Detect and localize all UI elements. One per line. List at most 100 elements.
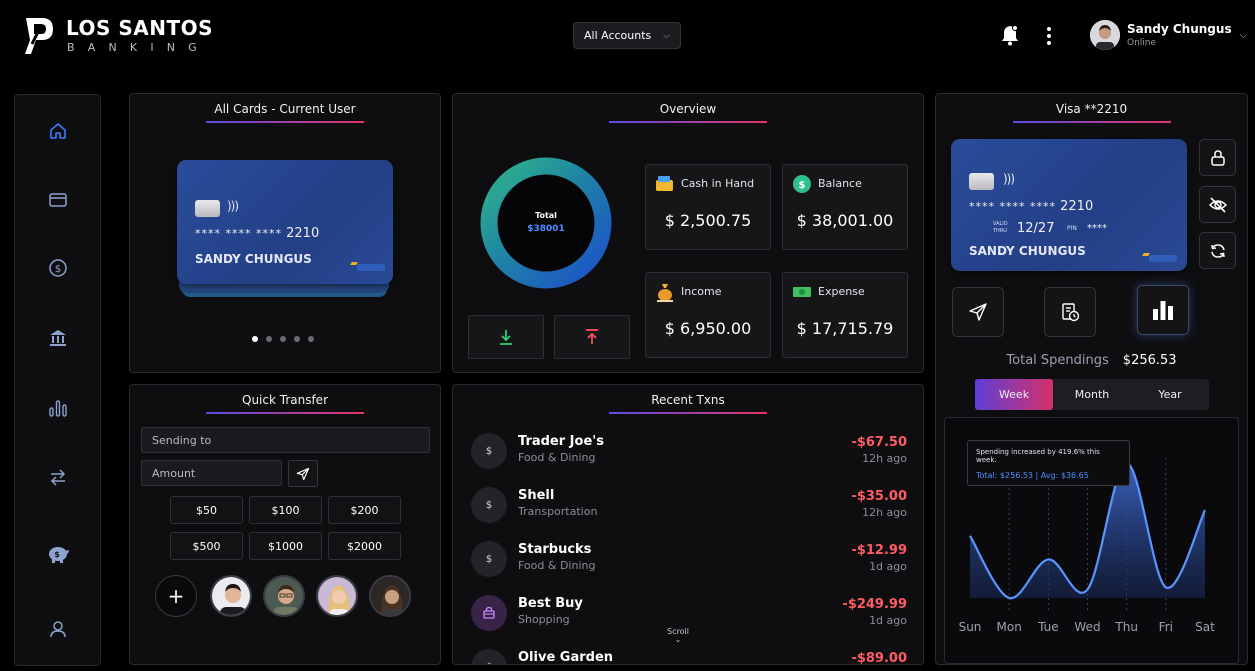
txn-category: Food & Dining — [518, 559, 596, 572]
brand-logo[interactable]: LOS SANTOS BANKING — [22, 14, 222, 58]
svg-text:$: $ — [799, 180, 806, 191]
bar-chart-icon — [1153, 301, 1173, 320]
card-number-last4: 2210 — [286, 226, 320, 241]
stat-label: Expense — [818, 285, 865, 298]
user-menu[interactable]: Sandy Chungus Online ⌵ — [1090, 20, 1247, 50]
contact-avatar[interactable] — [263, 575, 305, 617]
stat-income[interactable]: Income $ 6,950.00 — [645, 272, 771, 358]
tooltip-line-1: Spending increased by 419.6% this week. — [976, 448, 1100, 464]
account-select[interactable]: All Accounts ⌵ — [573, 22, 681, 49]
amount-200-button[interactable]: $200 — [328, 496, 401, 524]
bar-chart-icon[interactable] — [46, 396, 70, 420]
carousel-dot[interactable] — [266, 336, 272, 342]
money-bag-icon: $ — [793, 175, 811, 193]
lock-card-button[interactable] — [1199, 139, 1236, 176]
chart-tooltip: Spending increased by 419.6% this week. … — [967, 440, 1130, 486]
txn-amount: -$35.00 — [851, 489, 907, 504]
spending-area — [970, 462, 1205, 599]
list-item[interactable]: $ Olive Garden -$89.00 — [471, 643, 907, 665]
dollar-icon: $ — [471, 541, 507, 577]
stat-label: Income — [681, 285, 722, 298]
recent-txns-title: Recent Txns — [651, 393, 725, 407]
amount-500-button[interactable]: $500 — [170, 532, 243, 560]
dollar-icon: $ — [471, 433, 507, 469]
chevron-down-icon: ⌄ — [674, 635, 682, 644]
visa-logo-icon — [1149, 255, 1177, 262]
bills-button[interactable] — [1044, 287, 1096, 337]
tab-year[interactable]: Year — [1158, 388, 1182, 401]
txn-name: Starbucks — [518, 542, 592, 557]
carousel-dot[interactable] — [280, 336, 286, 342]
list-item[interactable]: Best Buy Shopping -$249.99 1d ago — [471, 589, 907, 635]
amount-input[interactable]: Amount — [141, 460, 282, 486]
txn-amount: -$89.00 — [851, 651, 907, 665]
card-pin: **** — [1087, 223, 1107, 234]
x-tick-label: Mon — [997, 620, 1022, 634]
contact-avatar[interactable] — [316, 575, 358, 617]
list-item[interactable]: $ Shell Transportation -$35.00 12h ago — [471, 481, 907, 527]
list-item[interactable]: $ Trader Joe's Food & Dining -$67.50 12h… — [471, 427, 907, 473]
amount-50-button[interactable]: $50 — [170, 496, 243, 524]
stat-expense[interactable]: Expense $ 17,715.79 — [782, 272, 908, 358]
quick-transfer-title: Quick Transfer — [242, 393, 328, 407]
stat-cash-in-hand[interactable]: Cash in Hand $ 2,500.75 — [645, 164, 771, 250]
txn-time: 12h ago — [862, 506, 907, 519]
tab-week[interactable]: Week — [975, 379, 1053, 410]
dollar-circle-icon[interactable]: $ — [46, 256, 70, 280]
visa-card[interactable]: ))) **** **** **** 2210 VALID THRU 12/27… — [951, 139, 1187, 271]
list-item[interactable]: $ Starbucks Food & Dining -$12.99 1d ago — [471, 535, 907, 581]
txn-amount: -$67.50 — [851, 435, 907, 450]
contact-avatar[interactable] — [210, 575, 252, 617]
amount-1000-button[interactable]: $1000 — [249, 532, 322, 560]
x-tick-label: Wed — [1074, 620, 1100, 634]
tab-month[interactable]: Month — [1074, 388, 1110, 401]
total-donut-chart: Total $38001 — [480, 157, 612, 289]
txn-amount: -$12.99 — [851, 543, 907, 558]
stat-value: $ 2,500.75 — [664, 211, 752, 230]
carousel-dot[interactable] — [294, 336, 300, 342]
piggy-bank-icon[interactable]: $ — [46, 541, 70, 565]
home-icon[interactable] — [46, 119, 70, 143]
contactless-icon: ))) — [227, 199, 239, 213]
title-underline — [206, 412, 364, 414]
credit-card-icon[interactable] — [46, 188, 70, 212]
scroll-hint[interactable]: Scroll ⌄ — [667, 627, 689, 644]
bell-icon[interactable] — [1000, 24, 1020, 46]
tooltip-line-2: Total: $256.53 | Avg: $36.65 — [976, 471, 1089, 480]
amount-100-button[interactable]: $100 — [249, 496, 322, 524]
scroll-label: Scroll — [667, 627, 689, 636]
hide-details-button[interactable] — [1199, 186, 1236, 223]
more-menu-icon[interactable] — [1043, 26, 1055, 46]
analytics-button[interactable] — [1137, 285, 1189, 335]
card-expiry: 12/27 — [1017, 221, 1055, 236]
withdraw-button[interactable] — [554, 315, 630, 359]
stat-balance[interactable]: $ Balance $ 38,001.00 — [782, 164, 908, 250]
carousel-dot[interactable] — [252, 336, 258, 342]
carousel-dot[interactable] — [308, 336, 314, 342]
user-icon[interactable] — [46, 617, 70, 641]
send-icon — [296, 467, 310, 480]
credit-card-front[interactable]: ))) **** **** **** 2210 SANDY CHUNGUS — [177, 160, 393, 284]
total-spendings-value: $256.53 — [1122, 353, 1177, 368]
transfer-arrows-icon[interactable] — [46, 465, 70, 489]
sending-to-input[interactable]: Sending to — [141, 427, 430, 453]
overview-title: Overview — [659, 102, 717, 116]
overview-panel: Overview Total $38001 Cash in Hand $ 2,5… — [452, 93, 924, 373]
contact-avatar[interactable] — [369, 575, 411, 617]
sidebar: $ $ — [14, 94, 101, 666]
dollar-icon: $ — [471, 649, 507, 664]
amount-2000-button[interactable]: $2000 — [328, 532, 401, 560]
send-money-button[interactable] — [952, 287, 1004, 337]
deposit-button[interactable] — [468, 315, 544, 359]
txn-amount: -$249.99 — [842, 597, 907, 612]
pin-label: PIN — [1067, 225, 1077, 232]
refresh-button[interactable] — [1199, 232, 1236, 269]
bank-icon[interactable] — [46, 326, 70, 350]
card-holder: SANDY CHUNGUS — [969, 244, 1086, 258]
x-tick-label: Thu — [1114, 620, 1138, 634]
user-name: Sandy Chungus — [1127, 22, 1232, 36]
add-contact-button[interactable]: + — [155, 575, 197, 617]
send-transfer-button[interactable] — [288, 460, 318, 487]
txn-name: Trader Joe's — [518, 434, 604, 449]
all-cards-title: All Cards - Current User — [214, 102, 356, 116]
